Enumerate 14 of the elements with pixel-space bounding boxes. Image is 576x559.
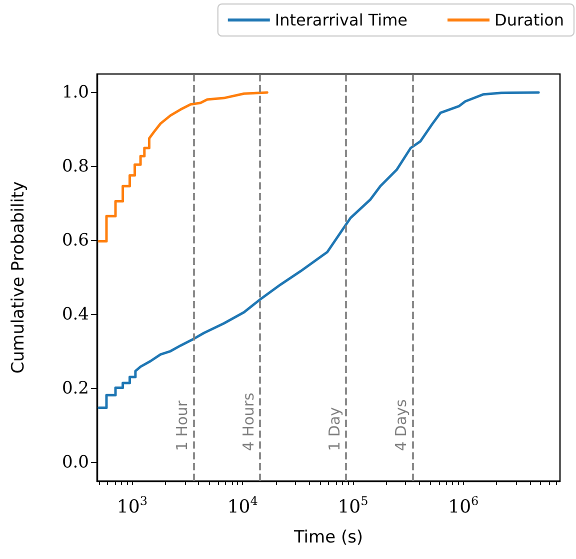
y-tick-label: 1.0 bbox=[62, 82, 89, 102]
y-tick-label: 0.6 bbox=[62, 230, 89, 250]
ref-line-label: 4 Hours bbox=[240, 392, 258, 451]
y-tick-label: 0.0 bbox=[62, 452, 89, 472]
y-tick-label: 0.8 bbox=[62, 156, 89, 176]
y-tick-label: 0.4 bbox=[62, 304, 89, 324]
legend-label: Interarrival Time bbox=[274, 10, 408, 30]
x-axis-title: Time (s) bbox=[292, 528, 364, 548]
legend-label: Duration bbox=[494, 10, 564, 30]
ref-line-label: 4 Days bbox=[392, 399, 410, 451]
ref-line-label: 1 Hour bbox=[173, 400, 192, 451]
y-tick-label: 0.2 bbox=[62, 378, 89, 398]
ref-line-label: 1 Day bbox=[325, 406, 344, 451]
y-axis-title: Cumulative Probability bbox=[8, 181, 28, 374]
